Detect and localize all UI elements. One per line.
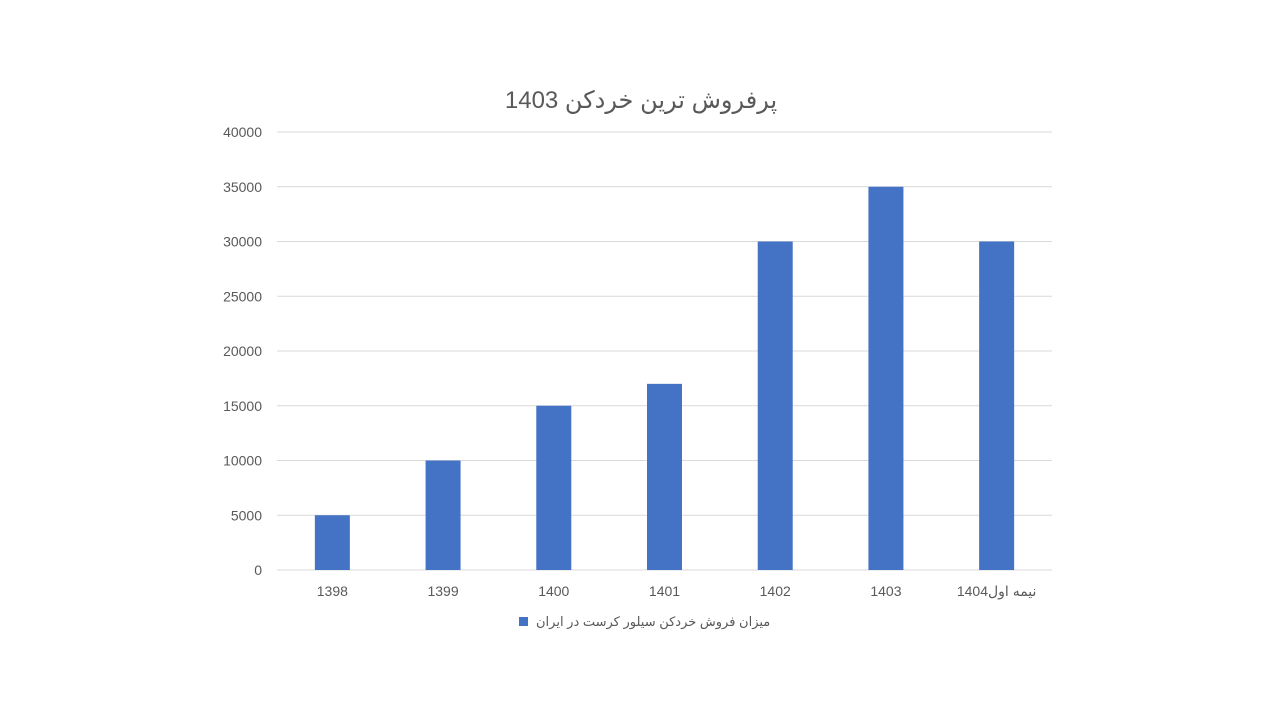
y-tick-label: 40000 (223, 124, 262, 140)
x-tick-label: نیمه اول1404 (957, 583, 1037, 600)
x-tick-label: 1399 (427, 583, 458, 599)
x-tick-label: 1400 (538, 583, 569, 599)
bar (868, 186, 904, 570)
gridlines (277, 131, 1052, 571)
y-tick-label: 35000 (223, 179, 262, 195)
x-tick-label: 1402 (760, 583, 791, 599)
bar (647, 383, 682, 570)
bar (979, 241, 1015, 570)
x-tick-label: 1398 (317, 583, 348, 599)
x-tick-label: 1403 (870, 583, 901, 599)
bars (314, 186, 1015, 570)
y-tick-label: 20000 (223, 343, 262, 359)
y-tick-label: 0 (254, 562, 262, 578)
legend-swatch (519, 617, 528, 626)
x-tick-label: 1401 (649, 583, 680, 599)
legend: میزان فروش خردکن سیلور کرست در ایران (519, 614, 770, 630)
x-axis-tick-labels: 1398 1399 1400 1401 1402 1403 نیمه اول1404 (317, 583, 1037, 600)
legend-label: میزان فروش خردکن سیلور کرست در ایران (536, 614, 770, 630)
bar (757, 241, 793, 570)
bar (425, 460, 461, 570)
y-tick-label: 5000 (231, 507, 262, 523)
y-tick-label: 10000 (223, 453, 262, 469)
y-tick-label: 30000 (223, 234, 262, 250)
y-tick-label: 15000 (223, 398, 262, 414)
y-tick-label: 25000 (223, 288, 262, 304)
chart-title: پرفروش ترین خردکن 1403 (505, 87, 777, 114)
bar (536, 405, 572, 570)
bar (314, 515, 350, 570)
y-axis-tick-labels: 0 5000 10000 15000 20000 25000 30000 35000 40000 (223, 124, 262, 578)
